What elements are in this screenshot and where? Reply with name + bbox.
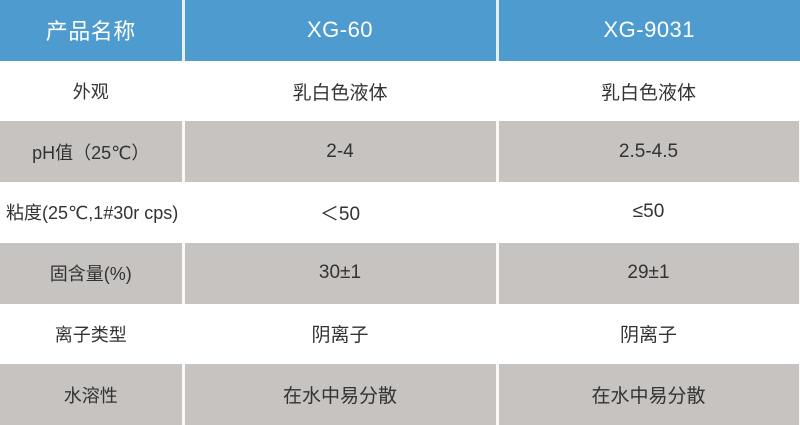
cell-xg9031-ph: 2.5-4.5 [497, 121, 800, 183]
table-header-row: 产品名称 XG-60 XG-9031 [0, 0, 800, 61]
cell-xg9031-solid-content: 29±1 [497, 242, 800, 304]
cell-xg60-ionic-type: 阴离子 [183, 303, 499, 365]
cell-xg60-ph: 2-4 [183, 121, 499, 183]
cell-xg9031-ionic-type: 阴离子 [497, 303, 800, 365]
table-row: 粘度(25℃,1#30r cps) ＜50 ≤50 [0, 182, 800, 243]
row-label-solid-content: 固含量(%) [0, 242, 185, 304]
row-label-appearance: 外观 [0, 60, 185, 122]
cell-xg60-water-solubility: 在水中易分散 [183, 364, 499, 425]
column-header-property: 产品名称 [0, 0, 185, 61]
table-row: 外观 乳白色液体 乳白色液体 [0, 60, 800, 122]
column-header-xg9031: XG-9031 [603, 17, 696, 43]
cell-xg60-appearance: 乳白色液体 [183, 60, 499, 122]
cell-xg9031-appearance: 乳白色液体 [497, 60, 800, 122]
column-header-xg60: XG-60 [183, 0, 499, 61]
cell-xg60-solid-content: 30±1 [183, 242, 499, 304]
cell-xg60-viscosity: ＜50 [183, 182, 499, 243]
row-label-viscosity: 粘度(25℃,1#30r cps) [0, 182, 185, 243]
table-row: 水溶性 在水中易分散 在水中易分散 [0, 364, 800, 425]
cell-xg9031-viscosity: ≤50 [497, 182, 800, 243]
table-header: 产品名称 XG-60 XG-9031 [0, 0, 800, 61]
row-label-ionic-type: 离子类型 [0, 303, 185, 365]
row-label-water-solubility: 水溶性 [0, 364, 185, 425]
table-row: pH值（25℃） 2-4 2.5-4.5 [0, 121, 800, 183]
table-row: 离子类型 阴离子 阴离子 [0, 303, 800, 365]
row-label-ph: pH值（25℃） [0, 121, 185, 183]
cell-xg9031-water-solubility: 在水中易分散 [497, 364, 800, 425]
table-body: 外观 乳白色液体 乳白色液体 pH值（25℃） 2-4 2.5-4.5 粘度(2… [0, 60, 800, 425]
table-row: 固含量(%) 30±1 29±1 [0, 242, 800, 304]
